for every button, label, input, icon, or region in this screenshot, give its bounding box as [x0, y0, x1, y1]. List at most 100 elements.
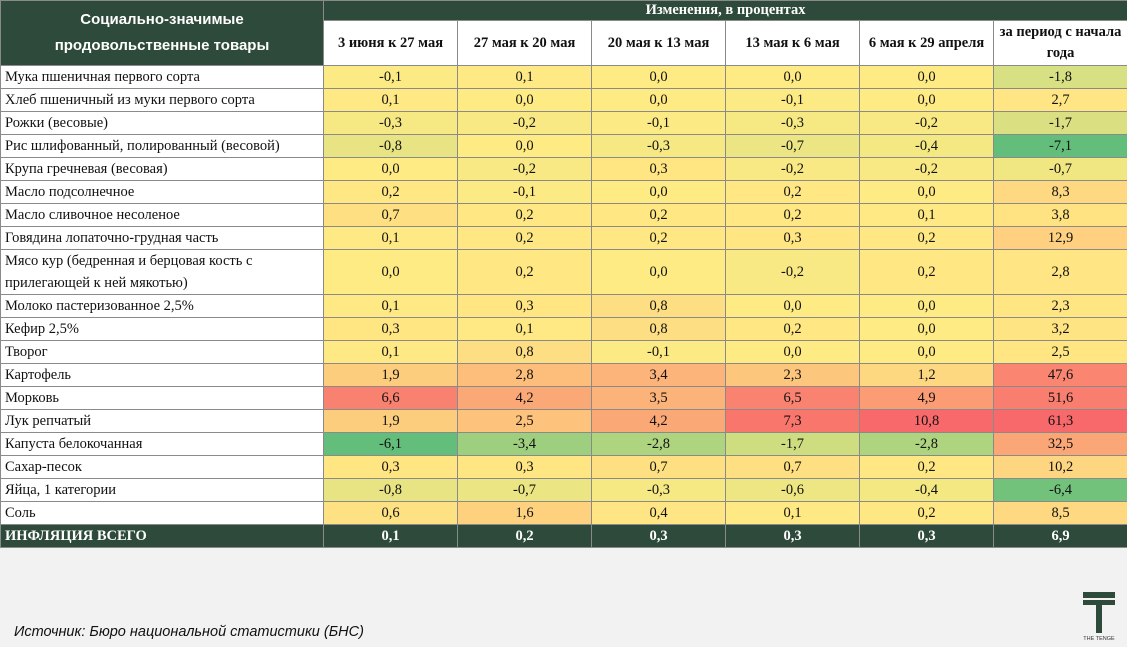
change-value: 0,0 [860, 181, 994, 204]
change-value: 0,0 [726, 341, 860, 364]
change-value: 0,2 [592, 204, 726, 227]
change-value: -0,2 [860, 112, 994, 135]
change-value: -6,4 [994, 479, 1127, 502]
change-value: 0,0 [592, 89, 726, 112]
change-value: -0,3 [592, 479, 726, 502]
change-value: 1,9 [324, 364, 458, 387]
change-value: 0,0 [458, 89, 592, 112]
change-value: -0,3 [592, 135, 726, 158]
column-header: 3 июня к 27 мая [324, 21, 458, 66]
change-value: 2,8 [994, 250, 1127, 295]
product-name: Масло сливочное несоленое [1, 204, 324, 227]
change-value: 0,2 [458, 250, 592, 295]
change-value: -1,7 [726, 433, 860, 456]
change-value: 0,2 [726, 204, 860, 227]
change-value: 0,6 [324, 502, 458, 525]
change-value: 4,2 [458, 387, 592, 410]
column-header: 6 мая к 29 апреля [860, 21, 994, 66]
total-value: 0,1 [324, 525, 458, 548]
change-value: 0,4 [592, 502, 726, 525]
change-value: 0,2 [860, 456, 994, 479]
change-value: 0,0 [860, 318, 994, 341]
change-value: 2,5 [458, 410, 592, 433]
product-name: Лук репчатый [1, 410, 324, 433]
change-value: -0,8 [324, 479, 458, 502]
change-value: -1,8 [994, 66, 1127, 89]
change-value: 7,3 [726, 410, 860, 433]
change-value: 51,6 [994, 387, 1127, 410]
column-header: 27 мая к 20 мая [458, 21, 592, 66]
change-value: -3,4 [458, 433, 592, 456]
change-value: 1,6 [458, 502, 592, 525]
change-value: 2,3 [994, 295, 1127, 318]
table-row: Капуста белокочанная-6,1-3,4-2,8-1,7-2,8… [1, 433, 1127, 456]
change-value: 3,4 [592, 364, 726, 387]
total-value: 0,2 [458, 525, 592, 548]
change-value: 10,2 [994, 456, 1127, 479]
product-name: Картофель [1, 364, 324, 387]
change-value: 0,0 [592, 181, 726, 204]
change-value: 0,2 [860, 250, 994, 295]
change-value: -2,8 [860, 433, 994, 456]
change-value: 0,3 [324, 456, 458, 479]
change-value: -1,7 [994, 112, 1127, 135]
product-name: Капуста белокочанная [1, 433, 324, 456]
total-value: 0,3 [860, 525, 994, 548]
table-title: Социально-значимые продовольственные тов… [1, 1, 324, 66]
change-value: -0,2 [726, 158, 860, 181]
change-value: -0,1 [592, 341, 726, 364]
change-value: 0,2 [592, 227, 726, 250]
table-row: Рожки (весовые)-0,3-0,2-0,1-0,3-0,2-1,7 [1, 112, 1127, 135]
change-value: -0,1 [592, 112, 726, 135]
change-value: -0,3 [324, 112, 458, 135]
product-name: Яйца, 1 категории [1, 479, 324, 502]
product-name: Говядина лопаточно-грудная часть [1, 227, 324, 250]
product-name: Мясо кур (бедренная и берцовая кость с п… [1, 250, 324, 295]
change-value: 1,2 [860, 364, 994, 387]
change-value: 0,1 [860, 204, 994, 227]
change-value: 0,8 [458, 341, 592, 364]
change-value: -0,8 [324, 135, 458, 158]
change-value: 0,2 [458, 204, 592, 227]
change-value: -2,8 [592, 433, 726, 456]
change-value: -0,2 [726, 250, 860, 295]
change-value: -0,2 [458, 112, 592, 135]
change-value: -0,7 [994, 158, 1127, 181]
change-value: 6,6 [324, 387, 458, 410]
change-value: 61,3 [994, 410, 1127, 433]
change-value: 0,0 [324, 250, 458, 295]
changes-group-header: Изменения, в процентах [324, 1, 1127, 21]
product-name: Морковь [1, 387, 324, 410]
change-value: 0,1 [324, 341, 458, 364]
change-value: 4,2 [592, 410, 726, 433]
product-name: Соль [1, 502, 324, 525]
change-value: 0,8 [592, 295, 726, 318]
change-value: -7,1 [994, 135, 1127, 158]
change-value: 4,9 [860, 387, 994, 410]
change-value: 0,0 [592, 66, 726, 89]
product-name: Творог [1, 341, 324, 364]
change-value: 0,3 [458, 295, 592, 318]
total-row: ИНФЛЯЦИЯ ВСЕГО 0,1 0,2 0,3 0,3 0,3 6,9 [1, 525, 1127, 548]
change-value: 0,7 [592, 456, 726, 479]
change-value: 0,0 [726, 66, 860, 89]
change-value: 0,1 [458, 318, 592, 341]
column-header: за период с начала года [994, 21, 1127, 66]
change-value: 10,8 [860, 410, 994, 433]
change-value: 0,2 [860, 227, 994, 250]
change-value: 0,2 [726, 181, 860, 204]
change-value: 0,3 [592, 158, 726, 181]
change-value: 0,3 [324, 318, 458, 341]
change-value: -0,1 [324, 66, 458, 89]
